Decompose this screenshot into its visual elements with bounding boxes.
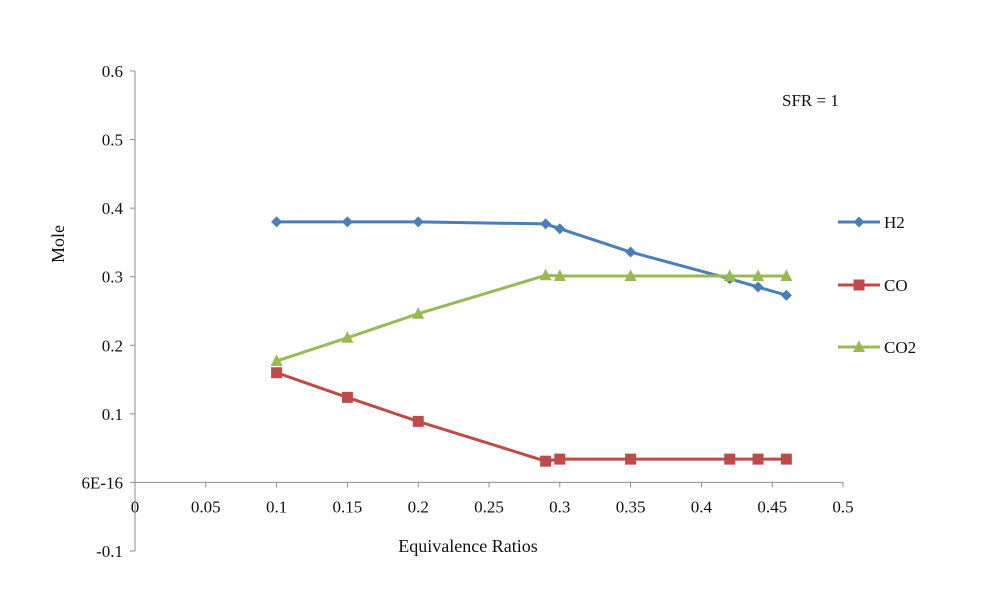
- series-co2: [270, 268, 793, 367]
- y-tick-label: 0.1: [102, 405, 123, 424]
- x-tick-label: 0.45: [757, 497, 787, 516]
- data-point-co2: [752, 269, 765, 281]
- x-tick-label: 0.25: [474, 497, 504, 516]
- x-tick-label: 0.05: [191, 497, 221, 516]
- x-tick-label: 0.2: [408, 497, 429, 516]
- data-point-h2: [341, 216, 353, 228]
- data-point-h2: [780, 289, 792, 301]
- y-tick-label: 0.2: [102, 336, 123, 355]
- data-point-co2: [412, 307, 425, 319]
- x-tick-label: 0.3: [549, 497, 570, 516]
- x-tick-label: 0.5: [832, 497, 853, 516]
- y-tick-label: -0.1: [96, 542, 123, 561]
- data-point-h2: [412, 216, 424, 228]
- data-point-co2: [723, 269, 736, 281]
- x-tick-label: 0.4: [691, 497, 713, 516]
- data-point-co2: [539, 268, 552, 281]
- axes: 0.6 0.5 0.4 0.3 0.2 0.1 6E-16 -0.1 0 0.05 0.1 0.15 0…: [81, 62, 853, 561]
- legend-item-co: CO: [838, 276, 908, 295]
- data-point-co: [780, 453, 792, 465]
- data-point-co: [271, 367, 283, 379]
- legend-marker-h2: [853, 216, 865, 228]
- data-point-co: [752, 453, 764, 465]
- series-line-co2: [276, 273, 787, 363]
- y-tick-label: 0.5: [102, 131, 123, 150]
- legend: H2 CO CO2: [838, 213, 916, 357]
- data-point-co2: [624, 269, 637, 281]
- data-point-co2: [553, 269, 566, 281]
- series-line-h2: [276, 220, 787, 297]
- data-point-co: [554, 453, 566, 465]
- data-point-h2: [271, 216, 283, 228]
- data-point-h2: [554, 223, 566, 235]
- y-axis-title: Mole: [48, 225, 68, 263]
- y-tick-label: 0.4: [102, 199, 124, 218]
- data-point-co2: [270, 354, 283, 367]
- x-axis-title: Equivalence Ratios: [398, 536, 537, 556]
- data-point-h2: [625, 246, 637, 258]
- data-point-co: [412, 415, 424, 427]
- legend-marker-co: [853, 279, 865, 291]
- x-tick-label: 0.15: [333, 497, 363, 516]
- data-point-h2: [540, 218, 552, 230]
- data-point-co: [625, 453, 637, 465]
- legend-label-h2: H2: [884, 213, 905, 232]
- x-tick-label: 0.35: [616, 497, 646, 516]
- y-tick-label: 0.3: [102, 268, 123, 287]
- legend-item-co2: CO2: [838, 338, 916, 357]
- y-tick-label: 6E-16: [81, 473, 123, 492]
- sfr-annotation: SFR = 1: [782, 91, 839, 110]
- legend-item-h2: H2: [838, 213, 905, 232]
- series-h2: [271, 216, 792, 301]
- x-tick-label: 0.1: [266, 497, 287, 516]
- x-tick-label: 0: [131, 497, 140, 516]
- series-line-co: [276, 371, 787, 463]
- data-point-co: [540, 455, 552, 467]
- legend-label-co: CO: [884, 276, 908, 295]
- data-point-co2: [341, 331, 354, 343]
- series-group: [270, 216, 793, 467]
- series-co: [271, 367, 792, 467]
- legend-marker-co2: [853, 340, 865, 352]
- data-point-h2: [752, 281, 764, 293]
- data-point-co2: [780, 269, 793, 281]
- data-point-co: [724, 453, 736, 465]
- data-point-co: [341, 391, 353, 403]
- legend-label-co2: CO2: [884, 338, 916, 357]
- y-tick-label: 0.6: [102, 62, 123, 81]
